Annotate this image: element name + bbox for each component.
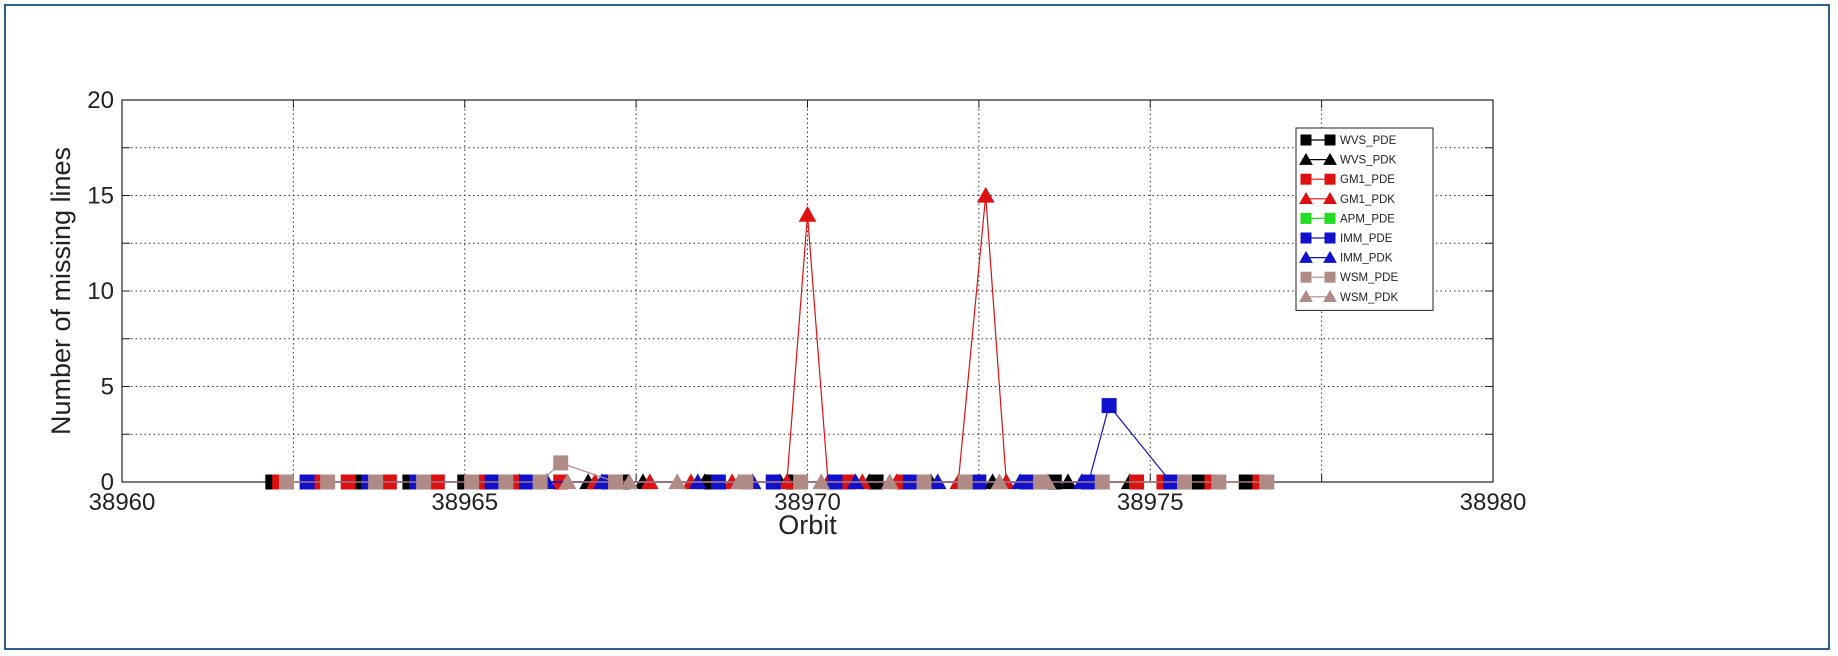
legend-marker bbox=[1323, 250, 1337, 263]
legend-marker bbox=[1323, 192, 1337, 205]
legend-marker bbox=[1300, 232, 1312, 244]
legend-entry-gm1-pdk: GM1_PDK bbox=[1299, 192, 1395, 206]
legend-label: GM1_PDK bbox=[1340, 194, 1395, 206]
legend-marker bbox=[1299, 250, 1313, 263]
legend-marker bbox=[1324, 173, 1336, 185]
y-tick-label: 15 bbox=[87, 183, 114, 210]
series-lines bbox=[265, 186, 1275, 490]
legend-entry-imm-pdk: IMM_PDK bbox=[1299, 250, 1393, 265]
legend-entry-gm1-pde: GM1_PDE bbox=[1300, 173, 1395, 186]
legend-marker bbox=[1300, 212, 1312, 224]
series-wsm-pde bbox=[279, 455, 1275, 490]
legend-marker bbox=[1300, 271, 1312, 283]
legend-marker bbox=[1324, 271, 1336, 283]
data-point-wsm-pde bbox=[320, 474, 336, 490]
y-tick-label: 5 bbox=[101, 374, 114, 401]
legend-marker bbox=[1300, 134, 1312, 146]
x-tick-label: 38975 bbox=[1117, 489, 1184, 516]
data-point-wsm-pde bbox=[279, 474, 295, 490]
figure-frame: 38960 38965 38970 38975 38980 0 5 10 15 20 Orbit… bbox=[4, 4, 1830, 650]
data-point-wsm-pdk bbox=[880, 473, 899, 490]
data-point-wsm-pde bbox=[1094, 474, 1110, 490]
grid-lines bbox=[122, 100, 1493, 482]
y-tick-labels: 0 5 10 15 20 bbox=[87, 87, 114, 496]
x-tick-label: 38980 bbox=[1460, 489, 1527, 516]
legend-entry-wsm-pdk: WSM_PDK bbox=[1299, 290, 1398, 304]
series-wsm-pdk bbox=[558, 473, 1057, 490]
data-point-wsm-pdk bbox=[1038, 473, 1057, 490]
data-point-wsm-pde bbox=[1177, 474, 1193, 490]
data-point-wsm-pdk bbox=[668, 473, 687, 490]
legend: WVS_PDE WVS_PDK GM1_PDE GM1_PDK APM_PDE IMM_P… bbox=[1295, 127, 1434, 311]
legend-marker bbox=[1323, 290, 1337, 303]
data-point-wsm-pde bbox=[1211, 474, 1227, 490]
data-point-gm1-pdk bbox=[976, 186, 995, 203]
data-point-wsm-pdk bbox=[812, 473, 831, 490]
legend-label: WSM_PDE bbox=[1340, 272, 1398, 284]
data-point-wsm-pde bbox=[553, 455, 569, 471]
data-point-imm-pde bbox=[1101, 398, 1117, 414]
legend-entry-wvs-pde: WVS_PDE bbox=[1300, 134, 1397, 147]
x-tick-label: 38965 bbox=[431, 489, 498, 516]
series-line-imm-pde bbox=[307, 404, 1172, 483]
legend-entry-apm-pde: APM_PDE bbox=[1300, 212, 1395, 225]
legend-marker bbox=[1299, 290, 1313, 303]
data-point-wsm-pdk bbox=[558, 473, 577, 490]
data-point-wsm-pdk bbox=[990, 473, 1009, 490]
data-point-wsm-pde bbox=[464, 474, 480, 490]
y-tick-label: 20 bbox=[87, 87, 114, 114]
legend-label: APM_PDE bbox=[1340, 213, 1395, 225]
legend-marker bbox=[1300, 173, 1312, 185]
data-point-wsm-pdk bbox=[730, 473, 748, 490]
x-tick-labels: 38960 38965 38970 38975 38980 bbox=[89, 489, 1527, 516]
legend-marker bbox=[1324, 212, 1336, 224]
legend-box bbox=[1295, 127, 1434, 311]
chart: 38960 38965 38970 38975 38980 0 5 10 15 20 Orbit… bbox=[46, 87, 1527, 540]
data-point-wsm-pde bbox=[368, 474, 384, 490]
y-tick-label: 10 bbox=[87, 278, 114, 305]
y-tick-label: 0 bbox=[101, 469, 114, 496]
legend-label: WVS_PDE bbox=[1340, 135, 1397, 147]
legend-marker bbox=[1299, 192, 1313, 205]
legend-label: WSM_PDK bbox=[1340, 292, 1398, 304]
data-point-gm1-pdk bbox=[798, 205, 817, 222]
legend-label: IMM_PDE bbox=[1340, 233, 1393, 245]
data-point-wsm-pdk bbox=[620, 473, 639, 490]
legend-entry-wvs-pdk: WVS_PDK bbox=[1299, 152, 1397, 167]
data-point-wsm-pde bbox=[498, 474, 514, 490]
axis-ticks bbox=[121, 99, 1494, 483]
legend-marker bbox=[1323, 152, 1337, 165]
legend-label: IMM_PDK bbox=[1340, 253, 1393, 265]
legend-label: WVS_PDK bbox=[1340, 155, 1397, 167]
data-point-wsm-pde bbox=[1259, 474, 1275, 490]
y-axis-label: Number of missing lines bbox=[46, 147, 76, 435]
x-axis-label: Orbit bbox=[778, 510, 837, 540]
x-tick-label: 38970 bbox=[774, 489, 841, 516]
legend-entry-wsm-pde: WSM_PDE bbox=[1300, 271, 1398, 284]
legend-label: GM1_PDE bbox=[1340, 174, 1395, 186]
x-tick-label: 38960 bbox=[89, 489, 156, 516]
legend-entry-imm-pde: IMM_PDE bbox=[1300, 232, 1393, 245]
legend-marker bbox=[1324, 232, 1336, 244]
legend-marker bbox=[1299, 152, 1313, 165]
legend-marker bbox=[1324, 134, 1336, 146]
data-point-wsm-pde bbox=[532, 474, 548, 490]
data-point-wsm-pde bbox=[416, 474, 432, 490]
